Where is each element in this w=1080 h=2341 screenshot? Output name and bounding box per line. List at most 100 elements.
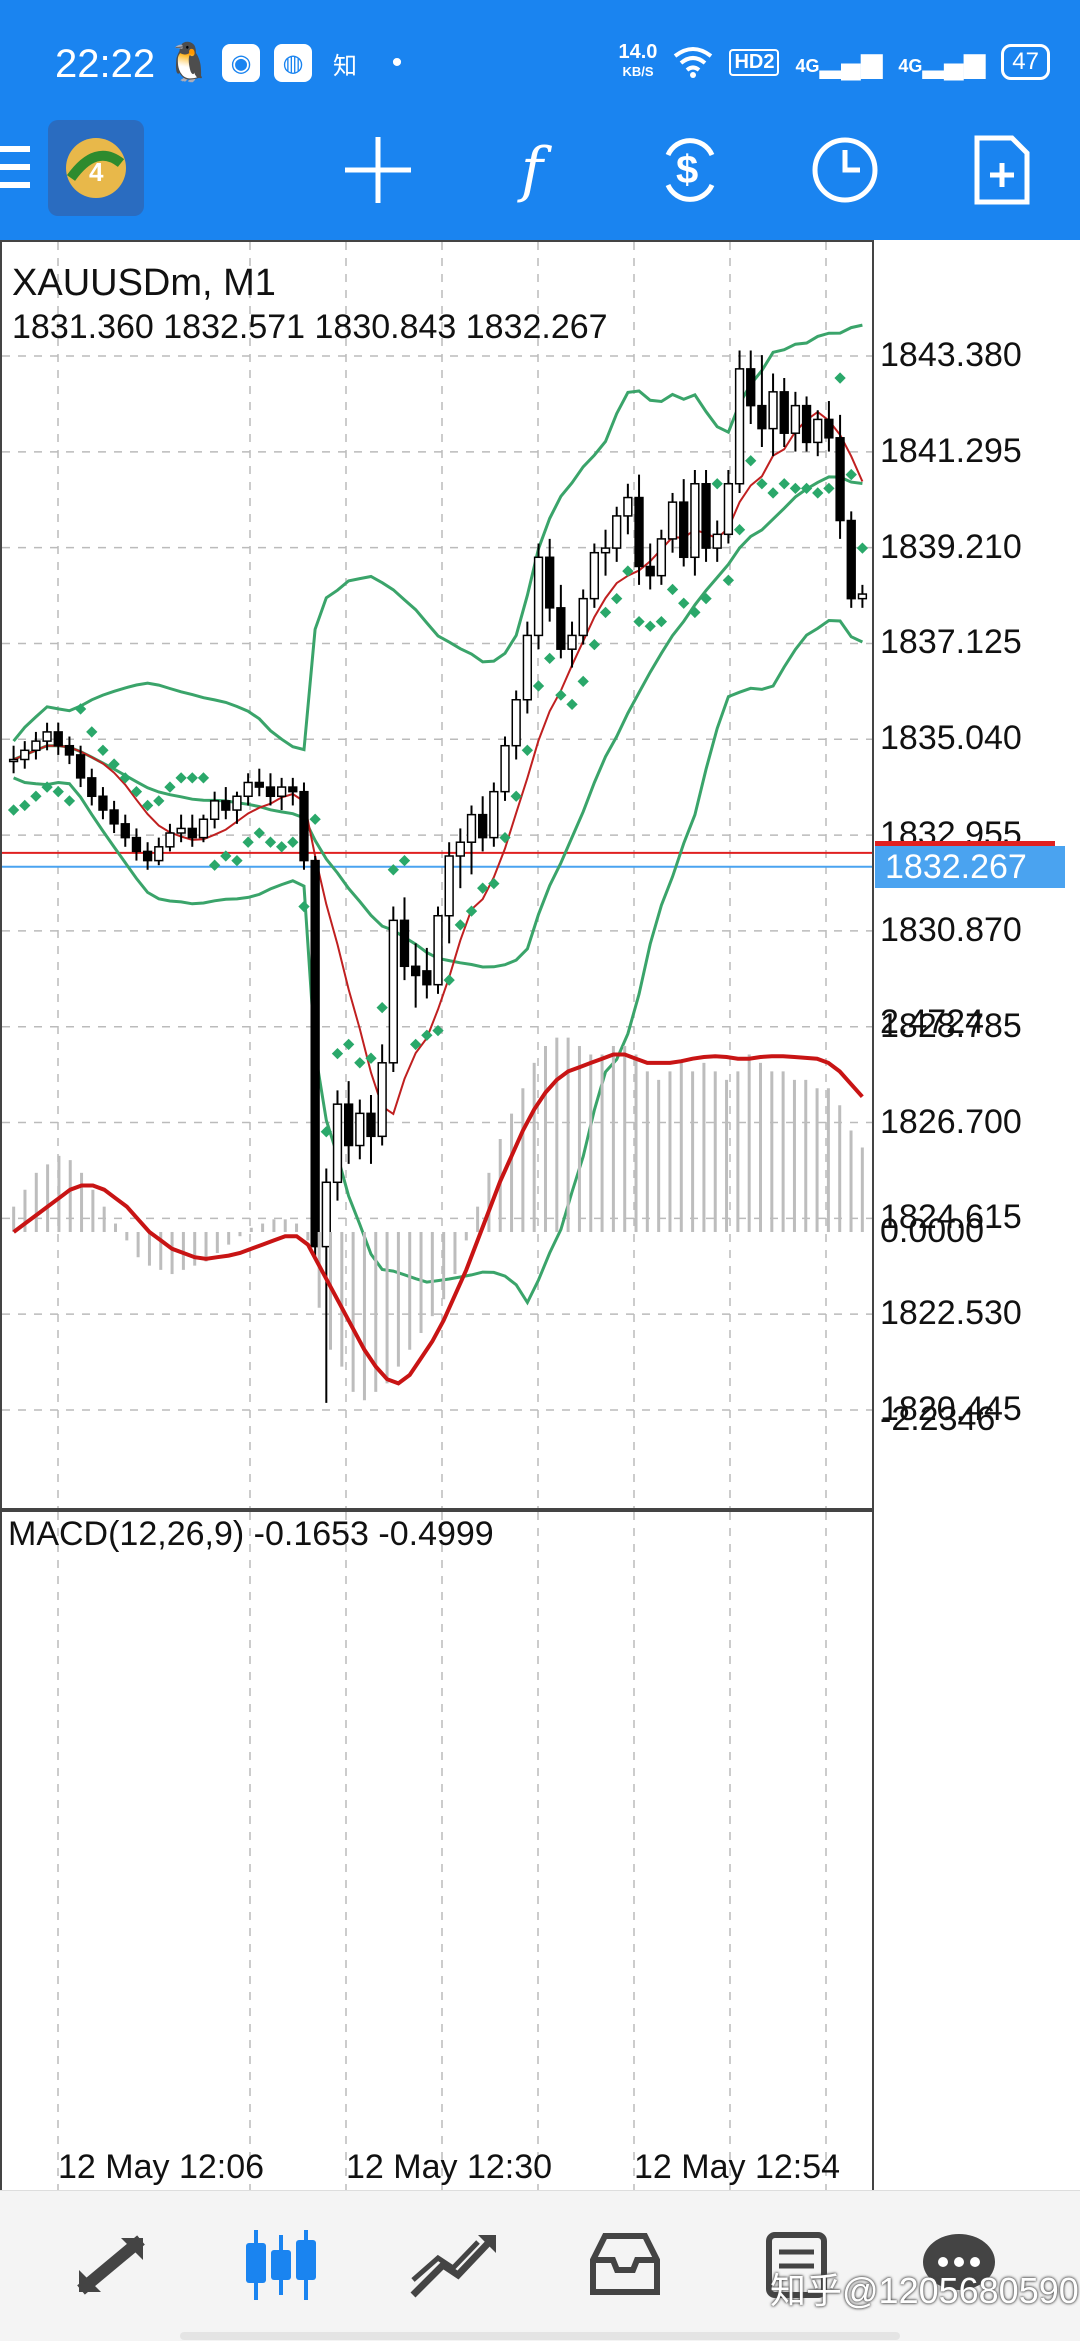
parabolic-sar-dot [376,1001,388,1014]
chart-icon[interactable] [236,2225,326,2305]
parabolic-sar-dot [220,850,232,862]
parabolic-sar-dot [722,574,735,586]
parabolic-sar-dot [74,703,87,715]
bollinger-lower-line [13,618,864,1306]
price-scale-label: 1837.125 [880,623,1022,662]
candle-body [556,607,566,650]
candle-body [98,795,108,811]
bottom-nav [0,2190,1080,2341]
candle-body [667,501,678,540]
price-scale-label: 1841.295 [880,431,1022,470]
current-price-badge: 1832.267 [875,845,1065,888]
candle-body [377,1062,387,1138]
parabolic-sar-dot [86,726,98,738]
qq-penguin-icon: 🐧 [165,42,213,84]
signal-2-label: 4G [898,55,923,76]
candle-body [288,786,298,793]
svg-text:$: $ [676,148,698,192]
parabolic-sar-dot [63,795,76,807]
price-chart[interactable] [0,240,1080,2190]
candle-body [533,556,544,637]
parabolic-sar-dot [544,652,556,665]
messages-icon[interactable] [754,2225,844,2305]
parabolic-sar-dot [655,615,668,628]
macd-scale-label: 0.0000 [880,1212,984,1250]
parabolic-sar-dot [331,1047,344,1060]
candle-body [321,1181,331,1248]
new-order-icon[interactable] [962,130,1042,210]
clock-icon[interactable] [805,130,885,210]
candle-body [254,781,264,788]
parabolic-sar-dot [231,854,243,867]
time-axis-label: 12 May 12:54 [634,2148,841,2186]
candle-body [522,634,533,701]
candle-body [746,368,756,407]
price-panel-frame [0,240,874,1510]
parabolic-sar-dot [175,772,187,784]
parabolic-sar-dot [465,905,478,917]
candle-body [645,565,655,577]
parabolic-sar-dot [588,638,601,651]
candle-body [589,551,600,600]
function-icon[interactable]: f [520,135,544,205]
candle-body [265,786,276,798]
menu-icon[interactable] [0,146,30,192]
candle-body [154,846,164,862]
parabolic-sar-dot [354,1057,366,1069]
parabolic-sar-dot [342,1038,355,1051]
trade-dollar-icon[interactable]: $ [650,130,730,210]
price-scale-label: 1824.615 [880,1198,1022,1237]
candle-body [656,538,667,577]
parabolic-sar-dot [733,524,746,536]
svg-text:4: 4 [89,157,104,187]
toolbar [0,130,1080,240]
history-icon[interactable] [580,2225,670,2305]
status-bar: 22:22 🐧 ◉ ◍ 知 • 14.0 KB/S HD2 4G▂▄▆ 4G▂▄… [0,0,1080,130]
parabolic-sar-dot [365,1052,377,1064]
mt4-logo-icon[interactable]: 4 [48,120,144,216]
macd-scale-label: -2.2346 [880,1400,996,1438]
net-speed: 14.0 KB/S [619,42,658,82]
parabolic-sar-dot [19,799,31,812]
parabolic-sar-dot [499,831,511,844]
candle-body [276,786,287,798]
parabolic-sar-dot [521,744,534,756]
candle-body [455,841,465,857]
candle-body [343,1103,354,1147]
parabolic-sar-dot [845,468,857,481]
candle-body [232,795,242,811]
parabolic-sar-dot [633,615,645,628]
parabolic-sar-dot [242,836,254,848]
candle-body [466,813,477,843]
parabolic-sar-dot [421,1029,433,1041]
candle-body [511,699,521,747]
crosshair-icon[interactable] [338,130,418,210]
parabolic-sar-dot [387,864,399,876]
candle-body [20,749,30,761]
trade-icon[interactable] [408,2225,498,2305]
candle-body [444,855,454,917]
parabolic-sar-dot [700,592,712,605]
candle-body [634,496,644,568]
candle-body [243,781,253,798]
parabolic-sar-dot [454,919,466,931]
candle-body [757,404,767,430]
parabolic-sar-dot [432,1024,444,1037]
candle-body [411,965,421,977]
battery-icon: 47 [1001,44,1050,80]
parabolic-sar-dot [208,859,221,871]
parabolic-sar-dot [577,675,589,688]
candle-body [612,515,622,549]
candle-body [120,823,130,839]
candle-body [779,391,789,434]
macd-panel-frame [0,1510,874,2190]
chat-icon[interactable] [914,2225,1004,2305]
wifi-icon [674,47,713,78]
parabolic-sar-dot [141,799,154,812]
weibo-icon: ◉ [222,44,260,82]
parabolic-sar-dot [298,900,310,913]
quotes-icon[interactable] [66,2225,156,2305]
home-indicator [180,2332,900,2340]
candle-body [176,827,186,834]
parabolic-sar-dot [164,781,176,793]
